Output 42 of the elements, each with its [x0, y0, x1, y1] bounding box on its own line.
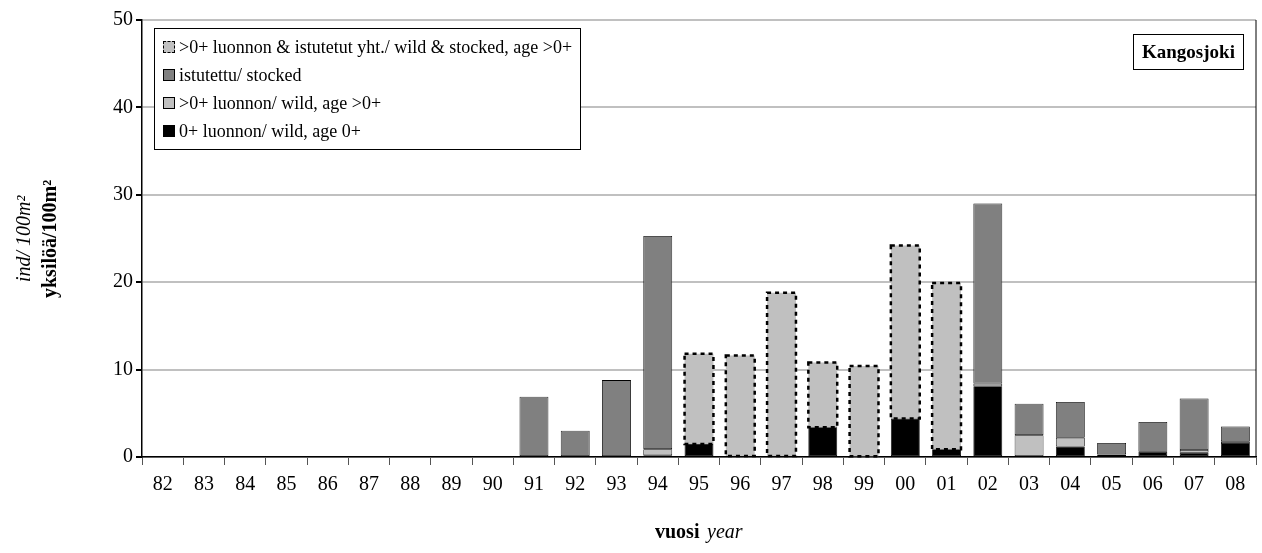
x-axis-title: vuosi	[655, 520, 700, 543]
x-tick-label: 86	[317, 472, 338, 495]
x-tick-label: 93	[606, 472, 627, 495]
text: year	[707, 520, 743, 543]
x-tick-label: 85	[276, 472, 297, 495]
x-tick-label: 90	[482, 472, 503, 495]
x-tick-label: 01	[936, 472, 957, 495]
y-tick-label: 10	[113, 356, 133, 379]
legend-label: istutettu/ stocked	[179, 64, 302, 86]
x-tick-label: 99	[854, 472, 875, 495]
x-tick-label: 00	[895, 472, 916, 495]
x-tick-label: 88	[400, 472, 421, 495]
x-tick-label: 95	[689, 472, 709, 495]
x-tick-label: 83	[193, 472, 214, 495]
y-tick-label: 0	[123, 444, 133, 467]
legend-label: 0+ luonnon/ wild, age 0+	[179, 120, 361, 142]
x-tick-label: 89	[441, 472, 462, 495]
x-tick-label: 87	[358, 472, 379, 495]
y-tick-label: 20	[113, 269, 133, 292]
y-tick-label: 50	[113, 7, 133, 30]
x-tick-label: 96	[730, 472, 751, 495]
legend-label: >0+ luonnon/ wild, age >0+	[179, 92, 382, 114]
x-tick-label: 03	[1019, 472, 1040, 495]
x-tick-label: 82	[152, 472, 173, 495]
x-tick-label: 97	[771, 472, 792, 495]
y-tick-label: 40	[113, 94, 133, 117]
x-tick-label: 84	[235, 472, 256, 495]
x-tick-label: 92	[565, 472, 586, 495]
text: ind/ 100m²	[12, 195, 35, 282]
annotation: Kangosjoki	[1133, 34, 1244, 70]
x-tick-label: 91	[523, 472, 544, 495]
x-tick-label: 06	[1142, 472, 1163, 495]
y-tick-label: 30	[113, 182, 133, 205]
x-tick-label: 05	[1101, 472, 1122, 495]
x-tick-label: 98	[812, 472, 833, 495]
x-tick-label: 94	[647, 472, 668, 495]
x-tick-label: 08	[1225, 472, 1246, 495]
x-tick-label: 02	[977, 472, 998, 495]
x-tick-label: 07	[1184, 472, 1205, 495]
y-axis-title: yksilöä/100m²	[38, 179, 61, 298]
x-tick-label: 04	[1060, 472, 1081, 495]
legend-label: >0+ luonnon & istutetut yht./ wild & stocked, age >0+	[179, 36, 573, 58]
